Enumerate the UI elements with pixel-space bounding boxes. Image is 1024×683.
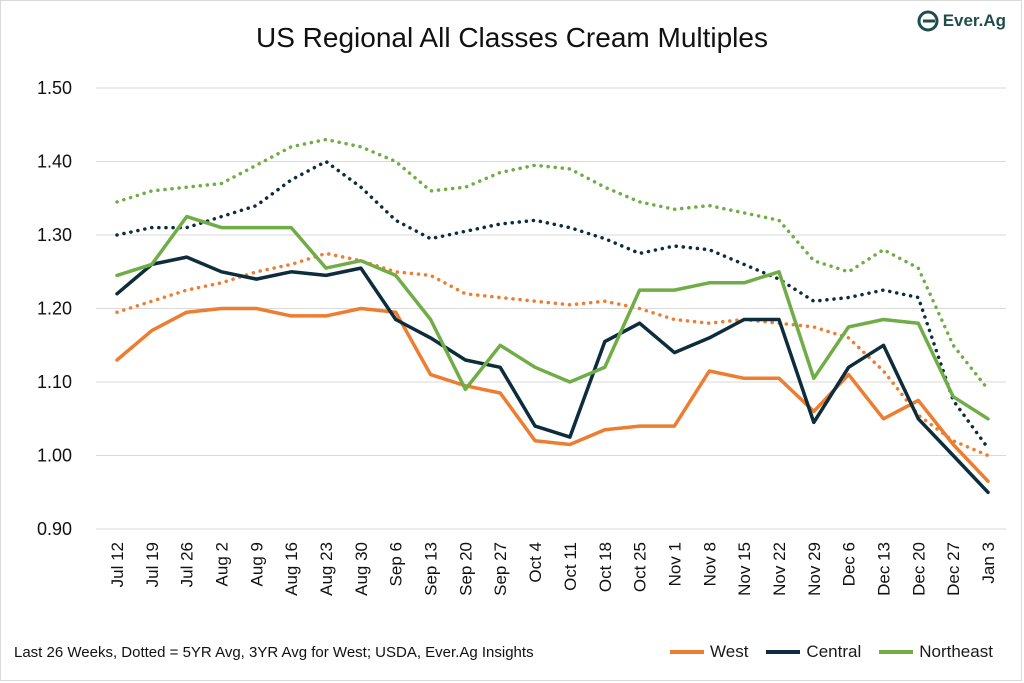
x-tick-label: Oct 18 bbox=[596, 542, 615, 592]
x-tick-label: Nov 1 bbox=[665, 542, 684, 586]
x-tick-label: Aug 30 bbox=[352, 542, 371, 596]
x-tick-label: Nov 15 bbox=[735, 542, 754, 596]
ever-ag-logo-icon bbox=[917, 10, 939, 32]
x-tick-label: Jan 3 bbox=[979, 542, 998, 584]
series-line-central-solid bbox=[115, 255, 990, 495]
legend-label-west: West bbox=[710, 642, 749, 661]
x-tick-label: Dec 13 bbox=[874, 542, 893, 596]
legend-label-central: Central bbox=[806, 642, 862, 661]
x-tick-label: Oct 25 bbox=[631, 542, 650, 592]
legend-item-northeast: Northeast bbox=[879, 642, 993, 662]
x-tick-label: Dec 27 bbox=[944, 542, 963, 596]
gridlines bbox=[96, 87, 1006, 530]
y-tick-label: 1.10 bbox=[37, 372, 72, 392]
series-line-northeast-solid bbox=[115, 214, 990, 421]
x-tick-label: Dec 20 bbox=[909, 542, 928, 596]
series-line-avg-0d2d3d-dotted bbox=[115, 159, 990, 450]
series-line-avg-ed7d31-dotted bbox=[115, 251, 990, 458]
x-tick-label: Aug 9 bbox=[247, 542, 266, 586]
legend-label-northeast: Northeast bbox=[919, 642, 993, 661]
x-tick-label: Aug 16 bbox=[282, 542, 301, 596]
x-tick-label: Jul 26 bbox=[178, 542, 197, 587]
x-tick-label: Sep 27 bbox=[491, 542, 510, 596]
legend-item-west: West bbox=[670, 642, 748, 662]
chart-title: US Regional All Classes Cream Multiples bbox=[256, 22, 768, 53]
footer-note: Last 26 Weeks, Dotted = 5YR Avg, 3YR Avg… bbox=[14, 644, 534, 661]
y-tick-label: 1.30 bbox=[37, 225, 72, 245]
series-line-avg-70ad47-dotted bbox=[115, 137, 990, 392]
x-tick-label: Sep 13 bbox=[422, 542, 441, 596]
x-tick-label: Jul 19 bbox=[143, 542, 162, 587]
x-tick-label: Oct 11 bbox=[561, 542, 580, 591]
x-tick-label: Nov 22 bbox=[770, 542, 789, 596]
brand-logo: Ever.Ag bbox=[917, 10, 1006, 32]
y-tick-label: 0.90 bbox=[37, 519, 72, 539]
legend-swatch-west bbox=[670, 650, 704, 654]
x-tick-label: Aug 2 bbox=[213, 542, 232, 586]
legend-item-central: Central bbox=[766, 642, 861, 662]
x-axis-ticks: Jul 12 Jul 19 Jul 26 Aug 2 Aug 9 Aug 16 Aug 23… bbox=[108, 542, 998, 596]
x-tick-label: Sep 20 bbox=[456, 542, 475, 596]
legend: West Central Northeast bbox=[670, 642, 993, 662]
y-tick-label: 1.20 bbox=[37, 299, 72, 319]
x-tick-label: Oct 4 bbox=[526, 542, 545, 583]
x-tick-label: Aug 23 bbox=[317, 542, 336, 596]
x-tick-label: Nov 8 bbox=[700, 542, 719, 586]
y-axis-ticks: 0.90 1.00 1.10 1.20 1.30 1.40 1.50 bbox=[37, 78, 72, 539]
x-tick-label: Nov 29 bbox=[805, 542, 824, 596]
logo-text: Ever.Ag bbox=[942, 11, 1006, 30]
y-tick-label: 1.00 bbox=[37, 446, 72, 466]
x-tick-label: Dec 6 bbox=[840, 542, 859, 586]
x-tick-label: Sep 6 bbox=[387, 542, 406, 586]
legend-swatch-northeast bbox=[879, 650, 914, 654]
y-tick-label: 1.40 bbox=[37, 152, 72, 172]
series-line-west-solid bbox=[115, 306, 990, 483]
legend-swatch-central bbox=[766, 650, 801, 654]
x-tick-label: Jul 12 bbox=[108, 542, 127, 587]
series-lines bbox=[115, 137, 990, 495]
y-tick-label: 1.50 bbox=[37, 78, 72, 98]
